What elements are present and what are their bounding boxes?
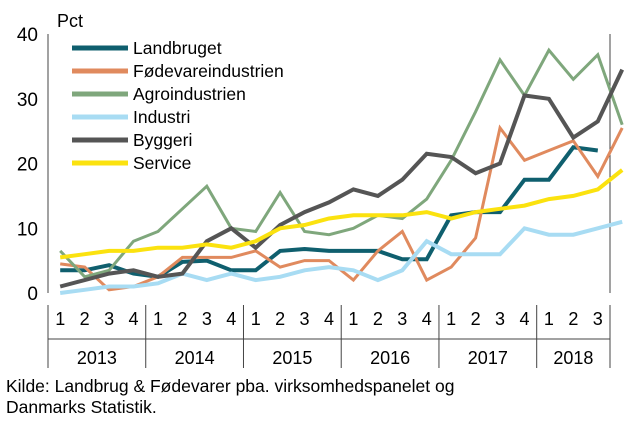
x-quarter-label: 3 xyxy=(104,309,114,329)
legend-label-fødevareindustrien: Fødevareindustrien xyxy=(133,61,284,81)
x-quarter-label: 2 xyxy=(80,309,90,329)
y-tick-label: 40 xyxy=(17,25,38,46)
line-chart: 0 10 20 30 40 Pct Landbruget Fødevareindustrie… xyxy=(17,11,625,368)
y-axis: 0 10 20 30 40 Pct xyxy=(17,11,83,305)
x-quarter-label: 4 xyxy=(129,309,139,329)
x-quarter-label: 4 xyxy=(324,309,334,329)
y-tick-label: 10 xyxy=(17,219,38,240)
series-lines xyxy=(59,47,625,295)
x-quarter-label: 3 xyxy=(202,309,212,329)
x-quarter-label: 1 xyxy=(544,309,554,329)
series-line-industri xyxy=(59,219,623,295)
legend: Landbruget Fødevareindustrien Agroindustri… xyxy=(72,38,284,173)
source-note: Kilde: Landbrug & Fødevarer pba. virksom… xyxy=(6,376,634,418)
x-quarter-label: 1 xyxy=(251,309,261,329)
x-quarter-label: 4 xyxy=(422,309,432,329)
x-quarter-label: 1 xyxy=(348,309,358,329)
x-quarter-label: 3 xyxy=(300,309,310,329)
series-line-agroindustrien xyxy=(59,47,624,279)
legend-label-agroindustrien: Agroindustrien xyxy=(133,84,246,104)
x-year-label: 2013 xyxy=(77,348,117,368)
legend-label-landbruget: Landbruget xyxy=(133,38,222,58)
series-line-byggeri xyxy=(59,68,625,289)
series-line-service xyxy=(59,168,624,260)
x-quarter-label: 4 xyxy=(519,309,529,329)
x-year-label: 2017 xyxy=(468,348,508,368)
legend-label-industri: Industri xyxy=(133,107,190,127)
x-quarter-label: 4 xyxy=(226,309,236,329)
x-quarter-label: 3 xyxy=(593,309,603,329)
y-tick-label: 30 xyxy=(17,90,38,111)
y-tick-label: 20 xyxy=(17,155,38,176)
x-year-label: 2018 xyxy=(553,348,593,368)
x-quarter-label: 2 xyxy=(177,309,187,329)
x-quarter-label: 1 xyxy=(446,309,456,329)
y-tick-label: 0 xyxy=(27,284,38,305)
y-unit-label: Pct xyxy=(57,11,83,31)
x-year-label: 2014 xyxy=(175,348,215,368)
x-quarter-label: 1 xyxy=(153,309,163,329)
source-line-2: Danmarks Statistik. xyxy=(6,397,157,417)
x-quarter-label: 1 xyxy=(55,309,65,329)
legend-label-byggeri: Byggeri xyxy=(133,130,192,150)
source-line-1: Kilde: Landbrug & Fødevarer pba. virksom… xyxy=(6,376,455,396)
x-year-label: 2016 xyxy=(370,348,410,368)
x-quarter-label: 2 xyxy=(568,309,578,329)
x-quarter-label: 2 xyxy=(373,309,383,329)
x-quarter-label: 2 xyxy=(275,309,285,329)
x-year-label: 2015 xyxy=(272,348,312,368)
x-quarter-label: 2 xyxy=(471,309,481,329)
x-quarter-label: 3 xyxy=(495,309,505,329)
chart-frame xyxy=(47,34,611,293)
legend-label-service: Service xyxy=(133,153,191,173)
x-quarter-label: 3 xyxy=(397,309,407,329)
